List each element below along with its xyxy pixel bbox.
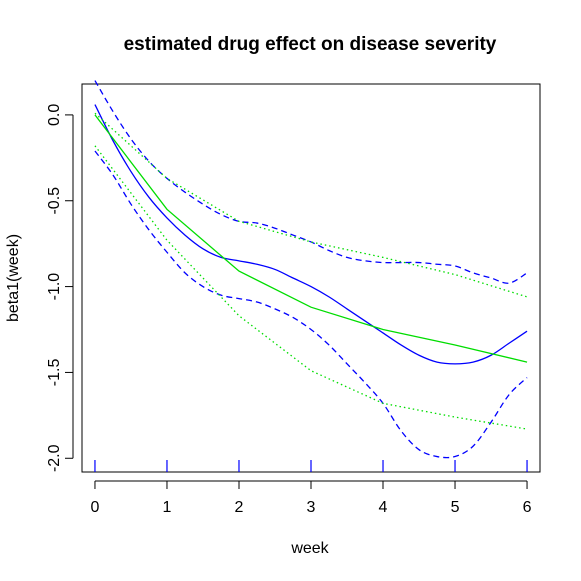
x-axis-label: week (290, 540, 329, 557)
y-tick-label: 0.0 (46, 104, 63, 126)
x-tick-label: 4 (379, 499, 388, 516)
series-line-0-solid (94, 104, 528, 365)
y-tick-label: -2.0 (46, 444, 63, 472)
x-tick-label: 2 (235, 499, 244, 516)
y-tick-label: -1.5 (46, 359, 63, 387)
y-tick-label: -1.0 (46, 273, 63, 301)
x-tick-label: 5 (451, 499, 460, 516)
x-axis: 0 1 2 3 4 5 6 (91, 480, 532, 516)
chart-title: estimated drug effect on disease severit… (124, 34, 497, 55)
y-tick-label: -0.5 (46, 187, 63, 215)
series-line-4-dotted (94, 112, 528, 298)
rug (94, 460, 528, 472)
x-tick-label: 3 (307, 499, 316, 516)
series-line-2-dashed (94, 150, 528, 459)
x-tick-label: 1 (163, 499, 172, 516)
x-tick-label: 6 (523, 499, 532, 516)
y-axis-label: beta1(week) (5, 234, 22, 322)
plot-frame (81, 83, 541, 473)
plot-area (94, 80, 528, 459)
series-line-3-solid (94, 114, 528, 363)
y-axis: 0.0 -0.5 -1.0 -1.5 -2.0 (46, 104, 74, 472)
x-tick-label: 0 (91, 499, 100, 516)
series-line-5-dotted (94, 145, 528, 430)
series-line-1-dashed (94, 80, 528, 284)
